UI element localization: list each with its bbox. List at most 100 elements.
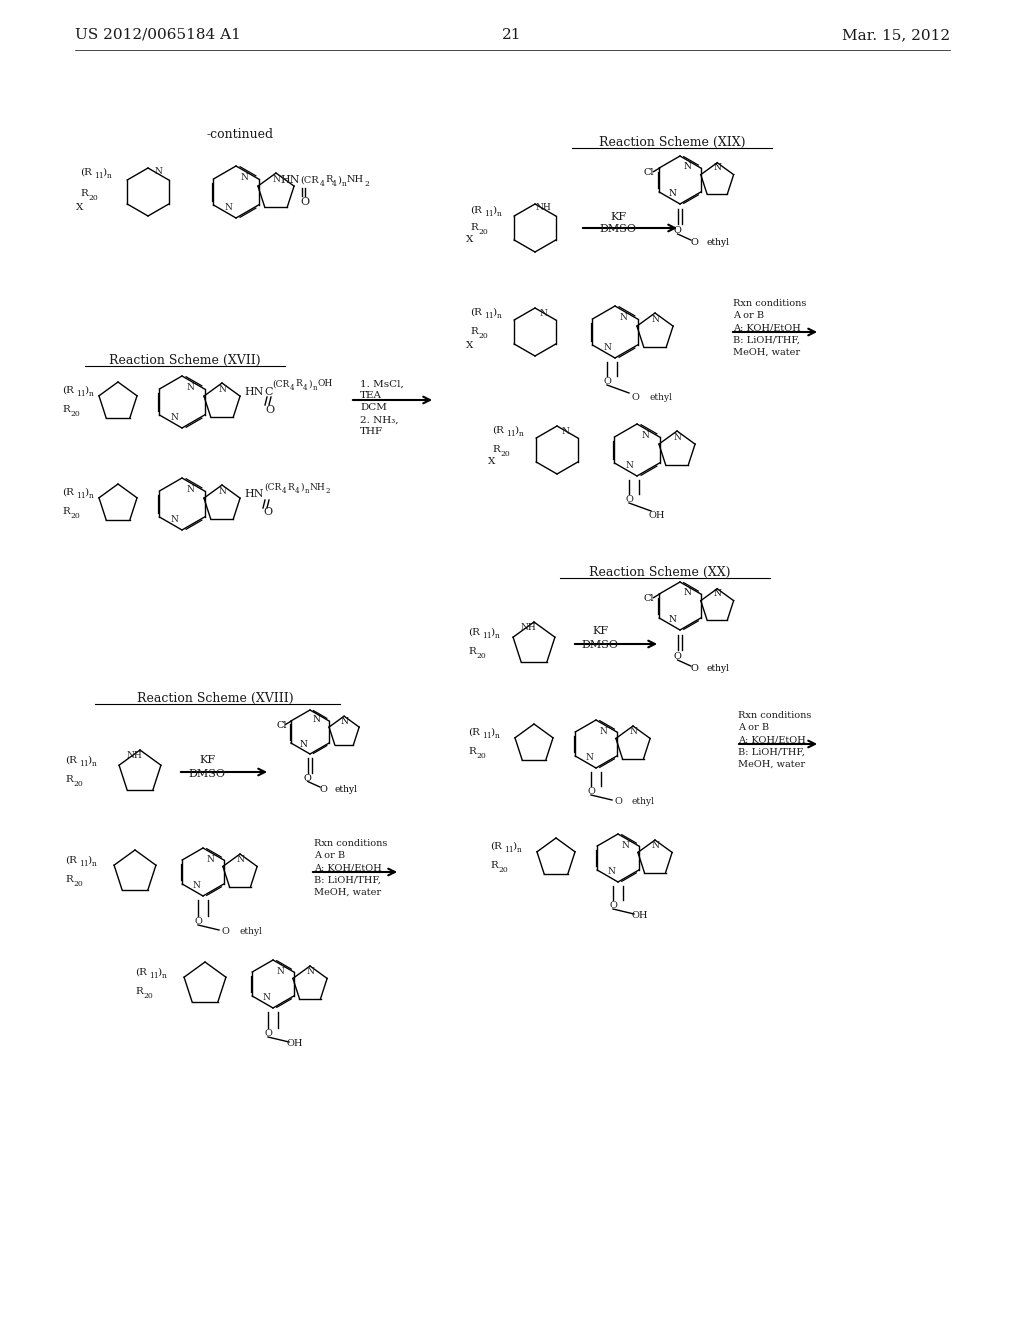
Text: ): ) — [87, 855, 91, 865]
Text: 11: 11 — [482, 632, 492, 640]
Text: N: N — [186, 384, 194, 392]
Text: (R: (R — [65, 855, 77, 865]
Text: N: N — [218, 384, 226, 393]
Text: N: N — [170, 515, 178, 524]
Text: US 2012/0065184 A1: US 2012/0065184 A1 — [75, 28, 241, 42]
Text: Reaction Scheme (XX): Reaction Scheme (XX) — [589, 565, 731, 578]
Text: N: N — [625, 461, 633, 470]
Text: N: N — [714, 164, 721, 173]
Text: N: N — [206, 854, 214, 863]
Text: N: N — [262, 994, 270, 1002]
Text: R: R — [468, 747, 476, 756]
Text: n: n — [305, 487, 309, 495]
Text: R: R — [470, 327, 478, 337]
Text: O: O — [263, 507, 272, 517]
Text: n: n — [92, 861, 97, 869]
Text: OH: OH — [649, 511, 666, 520]
Text: R: R — [295, 380, 302, 388]
Text: N: N — [683, 162, 691, 172]
Text: (R: (R — [135, 968, 146, 977]
Text: NH: NH — [347, 176, 365, 185]
Text: O: O — [614, 797, 622, 807]
Text: A or B: A or B — [738, 723, 769, 733]
Text: n: n — [89, 389, 94, 399]
Text: ethyl: ethyl — [707, 664, 729, 673]
Text: A or B: A or B — [733, 312, 764, 321]
Text: O: O — [674, 226, 682, 235]
Text: ethyl: ethyl — [649, 392, 672, 401]
Text: 11: 11 — [79, 861, 89, 869]
Text: ethyl: ethyl — [632, 797, 655, 807]
Text: N: N — [218, 487, 226, 495]
Text: A: KOH/EtOH: A: KOH/EtOH — [733, 323, 801, 333]
Text: Reaction Scheme (XIX): Reaction Scheme (XIX) — [599, 136, 745, 149]
Text: Reaction Scheme (XVIII): Reaction Scheme (XVIII) — [136, 692, 293, 705]
Text: R: R — [492, 446, 500, 454]
Text: n: n — [89, 492, 94, 500]
Text: ethyl: ethyl — [334, 784, 357, 793]
Text: N: N — [651, 842, 658, 850]
Text: N: N — [561, 428, 569, 437]
Text: HN: HN — [244, 488, 263, 499]
Text: 11: 11 — [506, 430, 516, 438]
Text: n: n — [162, 972, 167, 979]
Text: 11: 11 — [150, 972, 159, 979]
Text: n: n — [517, 846, 522, 854]
Text: 4: 4 — [295, 487, 299, 495]
Text: ): ) — [84, 385, 88, 395]
Text: (R: (R — [62, 385, 74, 395]
Text: N: N — [306, 968, 314, 977]
Text: Reaction Scheme (XVII): Reaction Scheme (XVII) — [110, 354, 261, 367]
Text: (R: (R — [468, 727, 480, 737]
Text: DMSO: DMSO — [582, 640, 618, 649]
Text: R: R — [287, 483, 294, 491]
Text: 2: 2 — [364, 180, 369, 187]
Text: n: n — [497, 312, 502, 319]
Text: R: R — [468, 648, 476, 656]
Text: R: R — [65, 875, 73, 884]
Text: O: O — [221, 928, 229, 936]
Text: O: O — [690, 664, 698, 673]
Text: O: O — [609, 902, 616, 911]
Text: ): ) — [102, 168, 106, 177]
Text: N: N — [599, 726, 607, 735]
Text: 20: 20 — [70, 512, 80, 520]
Text: 20: 20 — [73, 880, 83, 888]
Text: NH: NH — [126, 751, 142, 760]
Text: ): ) — [87, 755, 91, 764]
Text: 21: 21 — [502, 28, 522, 42]
Text: 20: 20 — [88, 194, 97, 202]
Text: Mar. 15, 2012: Mar. 15, 2012 — [842, 28, 950, 42]
Text: (R: (R — [490, 842, 502, 850]
Text: R: R — [62, 507, 70, 516]
Text: 11: 11 — [482, 733, 492, 741]
Text: R: R — [470, 223, 478, 232]
Text: C: C — [264, 387, 272, 397]
Text: X: X — [466, 341, 473, 350]
Text: 2. NH₃,: 2. NH₃, — [360, 416, 398, 425]
Text: N: N — [669, 189, 677, 198]
Text: (R: (R — [468, 627, 480, 636]
Text: Rxn conditions: Rxn conditions — [733, 300, 806, 309]
Text: Rxn conditions: Rxn conditions — [314, 840, 387, 849]
Text: R: R — [490, 862, 498, 870]
Text: N: N — [276, 966, 284, 975]
Text: 20: 20 — [498, 866, 508, 874]
Text: A or B: A or B — [314, 851, 345, 861]
Text: THF: THF — [360, 428, 383, 437]
Text: DCM: DCM — [360, 404, 387, 412]
Text: Cl: Cl — [643, 594, 654, 603]
Text: Rxn conditions: Rxn conditions — [738, 711, 811, 721]
Text: X: X — [76, 203, 83, 213]
Text: ): ) — [337, 176, 341, 185]
Text: 11: 11 — [484, 210, 494, 218]
Text: n: n — [342, 180, 347, 187]
Text: 11: 11 — [484, 312, 494, 319]
Text: ): ) — [308, 380, 311, 388]
Text: N: N — [170, 412, 178, 421]
Text: ): ) — [514, 425, 518, 434]
Text: N: N — [669, 615, 677, 624]
Text: (CR: (CR — [300, 176, 318, 185]
Text: Cl: Cl — [643, 168, 654, 177]
Text: N: N — [585, 754, 593, 763]
